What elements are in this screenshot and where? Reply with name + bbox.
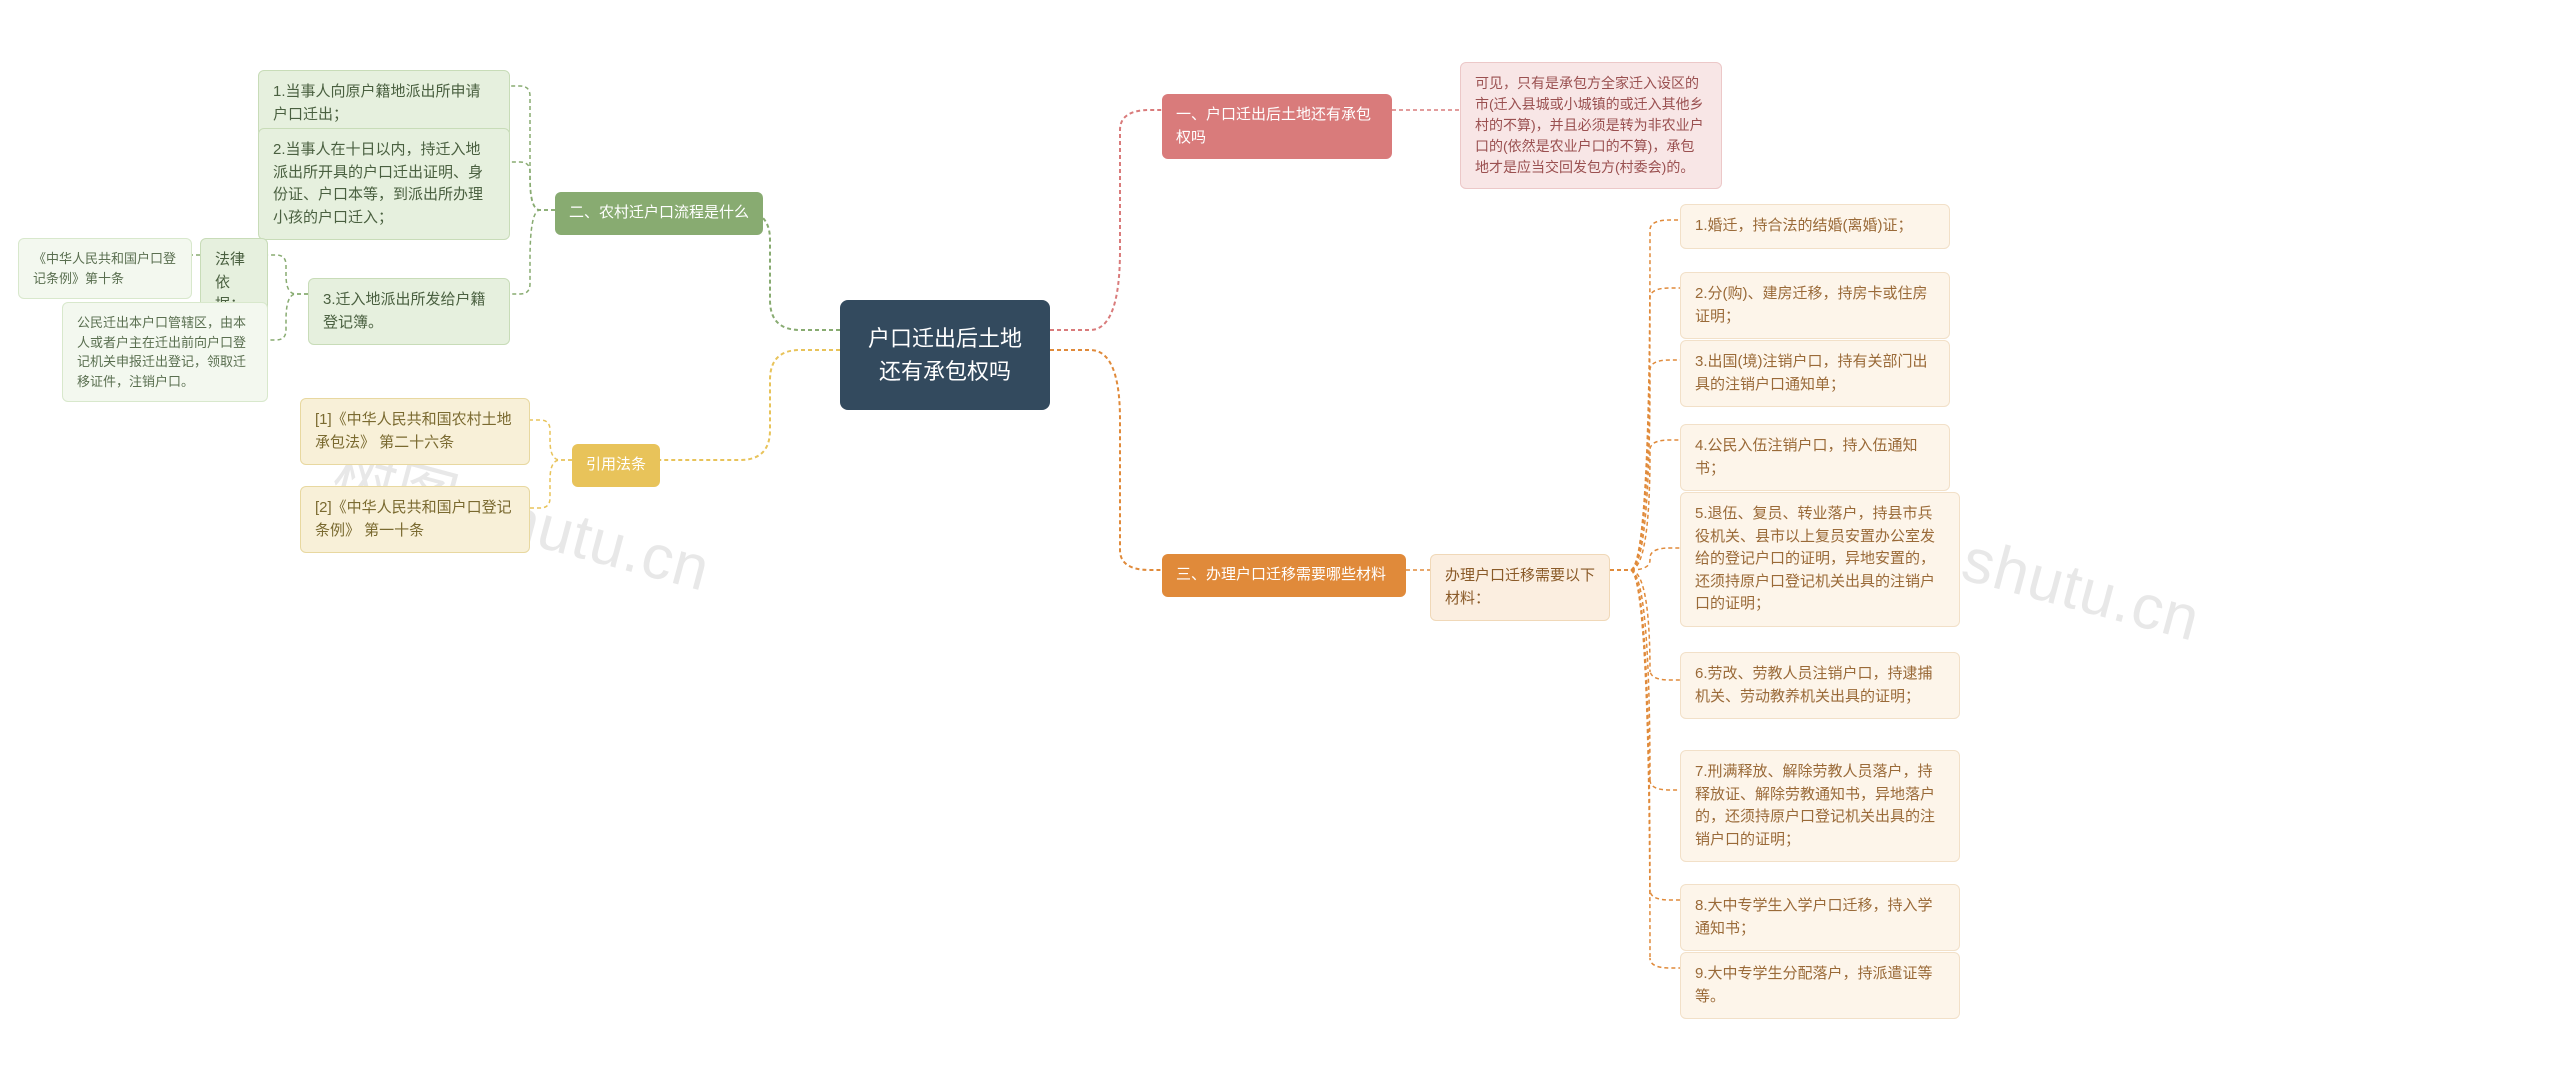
green-child-1[interactable]: 1.当事人向原户籍地派出所申请户口迁出；	[258, 70, 510, 137]
orange-midlabel[interactable]: 办理户口迁移需要以下材料：	[1430, 554, 1610, 621]
branch-orange[interactable]: 三、办理户口迁移需要哪些材料	[1162, 554, 1406, 597]
root-node[interactable]: 户口迁出后土地还有承包权吗	[840, 300, 1050, 410]
orange-item-6[interactable]: 6.劳改、劳教人员注销户口，持逮捕机关、劳动教养机关出具的证明；	[1680, 652, 1960, 719]
orange-item-7[interactable]: 7.刑满释放、解除劳教人员落户，持释放证、解除劳教通知书，异地落户的，还须持原户…	[1680, 750, 1960, 862]
green-child-3[interactable]: 3.迁入地派出所发给户籍登记簿。	[308, 278, 510, 345]
yellow-child-1[interactable]: [1]《中华人民共和国农村土地承包法》 第二十六条	[300, 398, 530, 465]
branch-green[interactable]: 二、农村迁户口流程是什么	[555, 192, 763, 235]
mindmap-canvas: 树图 shutu.cn 树图 shutu.cn	[0, 0, 2560, 1071]
branch-yellow[interactable]: 引用法条	[572, 444, 660, 487]
green-child-2[interactable]: 2.当事人在十日以内，持迁入地派出所开具的户口迁出证明、身份证、户口本等，到派出…	[258, 128, 510, 240]
orange-item-2[interactable]: 2.分(购)、建房迁移，持房卡或住房证明；	[1680, 272, 1950, 339]
red-detail[interactable]: 可见，只有是承包方全家迁入设区的市(迁入县城或小城镇的或迁入其他乡村的不算)，并…	[1460, 62, 1722, 189]
green-child-3-sub-1-detail[interactable]: 《中华人民共和国户口登记条例》第十条	[18, 238, 192, 299]
orange-item-8[interactable]: 8.大中专学生入学户口迁移，持入学通知书；	[1680, 884, 1960, 951]
green-child-3-sub-2-detail[interactable]: 公民迁出本户口管辖区，由本人或者户主在迁出前向户口登记机关申报迁出登记，领取迁移…	[62, 302, 268, 402]
orange-item-1[interactable]: 1.婚迁，持合法的结婚(离婚)证；	[1680, 204, 1950, 249]
branch-red[interactable]: 一、户口迁出后土地还有承包权吗	[1162, 94, 1392, 159]
orange-item-4[interactable]: 4.公民入伍注销户口，持入伍通知书；	[1680, 424, 1950, 491]
orange-item-9[interactable]: 9.大中专学生分配落户，持派遣证等等。	[1680, 952, 1960, 1019]
orange-item-3[interactable]: 3.出国(境)注销户口，持有关部门出具的注销户口通知单；	[1680, 340, 1950, 407]
orange-item-5[interactable]: 5.退伍、复员、转业落户，持县市兵役机关、县市以上复员安置办公室发给的登记户口的…	[1680, 492, 1960, 627]
yellow-child-2[interactable]: [2]《中华人民共和国户口登记条例》 第一十条	[300, 486, 530, 553]
